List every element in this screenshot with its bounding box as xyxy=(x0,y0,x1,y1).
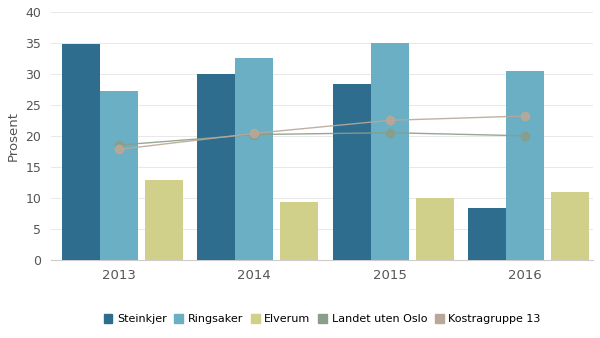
Y-axis label: Prosent: Prosent xyxy=(7,111,20,161)
Bar xyxy=(197,74,235,260)
Bar xyxy=(416,198,454,260)
Bar xyxy=(100,91,138,260)
Legend: Steinkjer, Ringsaker, Elverum, Landet uten Oslo, Kostragruppe 13: Steinkjer, Ringsaker, Elverum, Landet ut… xyxy=(99,310,545,329)
Bar xyxy=(371,43,409,260)
Bar xyxy=(469,208,506,260)
Bar xyxy=(280,202,318,260)
Bar xyxy=(235,58,274,260)
Bar xyxy=(145,180,182,260)
Bar xyxy=(506,71,544,260)
Bar xyxy=(551,192,589,260)
Bar xyxy=(333,84,371,260)
Bar xyxy=(62,44,100,260)
